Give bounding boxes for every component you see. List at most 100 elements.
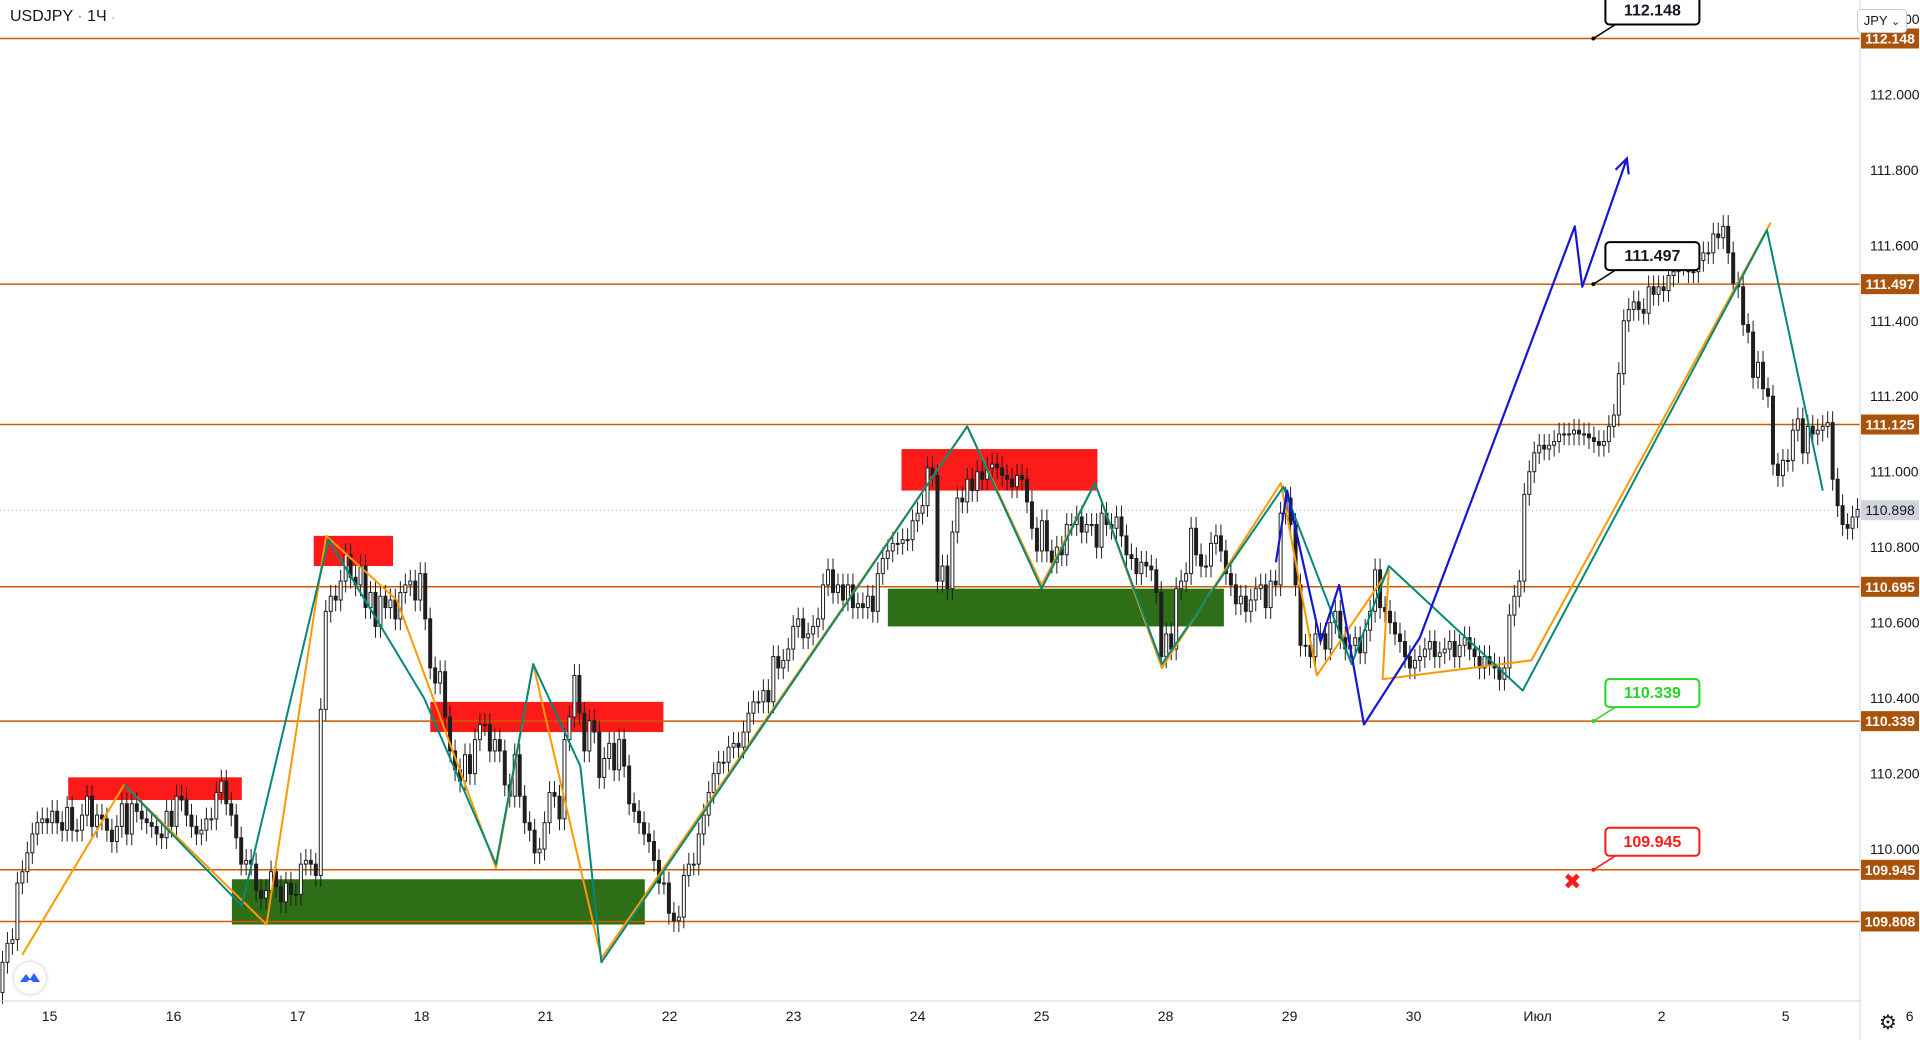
level-price-tag-label: 110.339 (1865, 713, 1915, 729)
candle-body (1790, 429, 1795, 461)
candle-body (806, 633, 811, 639)
candle-body (1263, 584, 1268, 609)
candle-body (1199, 554, 1204, 567)
candle-body (651, 841, 656, 861)
candle-body (1591, 437, 1596, 443)
candle-body (1507, 614, 1512, 669)
candle-body (821, 584, 826, 620)
candle-body (393, 599, 398, 620)
candle-body (467, 754, 472, 775)
candle-body (149, 822, 154, 827)
candle-body (423, 573, 428, 620)
candle-body (1134, 557, 1139, 575)
candle-body (776, 656, 781, 669)
candle-body (1810, 425, 1815, 435)
y-tick-label: 111.800 (1870, 162, 1919, 178)
candle-body (60, 822, 65, 831)
candle-body (338, 580, 343, 601)
candle-body (1174, 588, 1179, 650)
candle-body (1189, 527, 1194, 575)
candle-body (1213, 535, 1218, 544)
candle-body (696, 833, 701, 865)
candle-body (1417, 656, 1422, 661)
candle-body (1596, 441, 1601, 446)
candle-body (1388, 610, 1393, 624)
candle-body (801, 618, 806, 639)
candle-body (796, 618, 801, 627)
candle-body (154, 825, 159, 835)
candle-body (517, 754, 522, 797)
candle-body (1323, 633, 1328, 650)
candle-body (363, 565, 368, 609)
candle-body (1567, 433, 1572, 436)
candle-body (572, 674, 577, 718)
candle-body (915, 512, 920, 522)
candle-body (1184, 573, 1189, 582)
candle-body (1542, 444, 1547, 450)
candle-body (1815, 429, 1820, 435)
candle-body (1517, 580, 1522, 597)
level-price-tag (1861, 711, 1919, 732)
candle-body (443, 671, 448, 718)
candle-body (1825, 422, 1830, 427)
candle-body (1701, 252, 1706, 261)
candle-body (676, 916, 681, 922)
candle-body (1706, 252, 1711, 255)
candle-body (1785, 459, 1790, 462)
chevron-down-icon: ⌄ (1891, 16, 1901, 28)
x-tick-label: 15 (42, 1008, 58, 1024)
candle-body (552, 791, 557, 797)
tradingview-logo-icon[interactable] (14, 962, 46, 994)
candle-body (45, 818, 50, 824)
candle-body (1179, 580, 1184, 590)
candle-body (756, 701, 761, 704)
candle-body (990, 463, 995, 469)
candle-body (1020, 474, 1024, 480)
candle-body (1800, 418, 1805, 454)
candle-body (1124, 535, 1129, 556)
candle-body (622, 739, 627, 767)
candle-body (885, 550, 890, 559)
candle-body (1243, 595, 1248, 612)
candle-body (129, 803, 134, 835)
level-price-tag-label: 111.497 (1865, 276, 1914, 292)
candle-body (1303, 644, 1308, 647)
interval-label: 1Ч (87, 8, 107, 25)
candle-body (234, 814, 239, 839)
y-tick-label: 110.400 (1870, 690, 1920, 706)
candle-body (1830, 422, 1835, 480)
y-tick-label: 112.000 (1870, 86, 1920, 102)
candle-body (94, 814, 99, 827)
candle-body (1805, 425, 1810, 454)
candle-body (482, 724, 487, 727)
candle-body (935, 474, 940, 582)
candle-body (124, 803, 129, 835)
candle-body (1154, 569, 1159, 593)
candle-body (487, 724, 492, 752)
candle-body (428, 618, 433, 669)
candle-body (448, 716, 453, 752)
candle-body (1577, 429, 1582, 435)
x-tick-label: 29 (1282, 1008, 1298, 1024)
candle-body (741, 731, 746, 748)
supply-zone-2 (430, 701, 664, 733)
candle-body (1606, 425, 1611, 443)
candle-body (960, 497, 965, 503)
level-price-tag (1861, 859, 1919, 880)
candle-body (686, 863, 691, 876)
y-tick-label: 110.000 (1870, 841, 1920, 857)
candle-body (642, 822, 647, 835)
candle-body (1049, 550, 1054, 563)
candle-body (1328, 622, 1333, 650)
x-tick-label: 22 (662, 1008, 678, 1024)
candle-body (333, 595, 338, 601)
supply-zone-0 (68, 777, 242, 800)
symbol-title[interactable]: USDJPY · 1Ч · (10, 8, 115, 26)
currency-button[interactable]: JPY ⌄ (1857, 9, 1907, 33)
x-tick-label: 2 (1658, 1008, 1666, 1024)
gear-icon[interactable]: ⚙ (1879, 1010, 1897, 1034)
candle-body (910, 520, 915, 541)
candle-body (1721, 225, 1726, 239)
title-separator: · (77, 8, 83, 25)
